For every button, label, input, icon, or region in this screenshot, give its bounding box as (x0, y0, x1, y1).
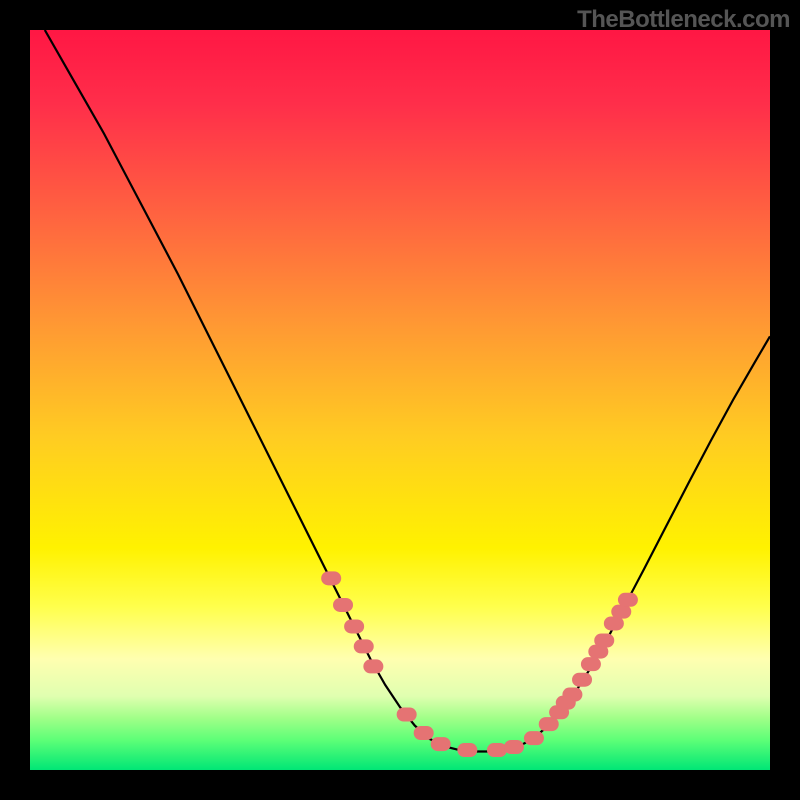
data-marker (618, 593, 638, 607)
data-marker (333, 598, 353, 612)
data-marker (344, 619, 364, 633)
data-marker (581, 657, 601, 671)
data-marker (414, 726, 434, 740)
data-marker (594, 634, 614, 648)
data-marker (572, 673, 592, 687)
curve-layer (30, 30, 770, 770)
marker-group (321, 571, 638, 757)
chart-container: TheBottleneck.com (0, 0, 800, 800)
data-marker (457, 743, 477, 757)
data-marker (363, 659, 383, 673)
bottleneck-curve (45, 30, 770, 752)
data-marker (487, 743, 507, 757)
watermark-text: TheBottleneck.com (577, 6, 790, 34)
data-marker (354, 639, 374, 653)
data-marker (397, 708, 417, 722)
plot-area (30, 30, 770, 770)
data-marker (321, 571, 341, 585)
data-marker (524, 731, 544, 745)
data-marker (504, 740, 524, 754)
data-marker (562, 688, 582, 702)
data-marker (431, 737, 451, 751)
